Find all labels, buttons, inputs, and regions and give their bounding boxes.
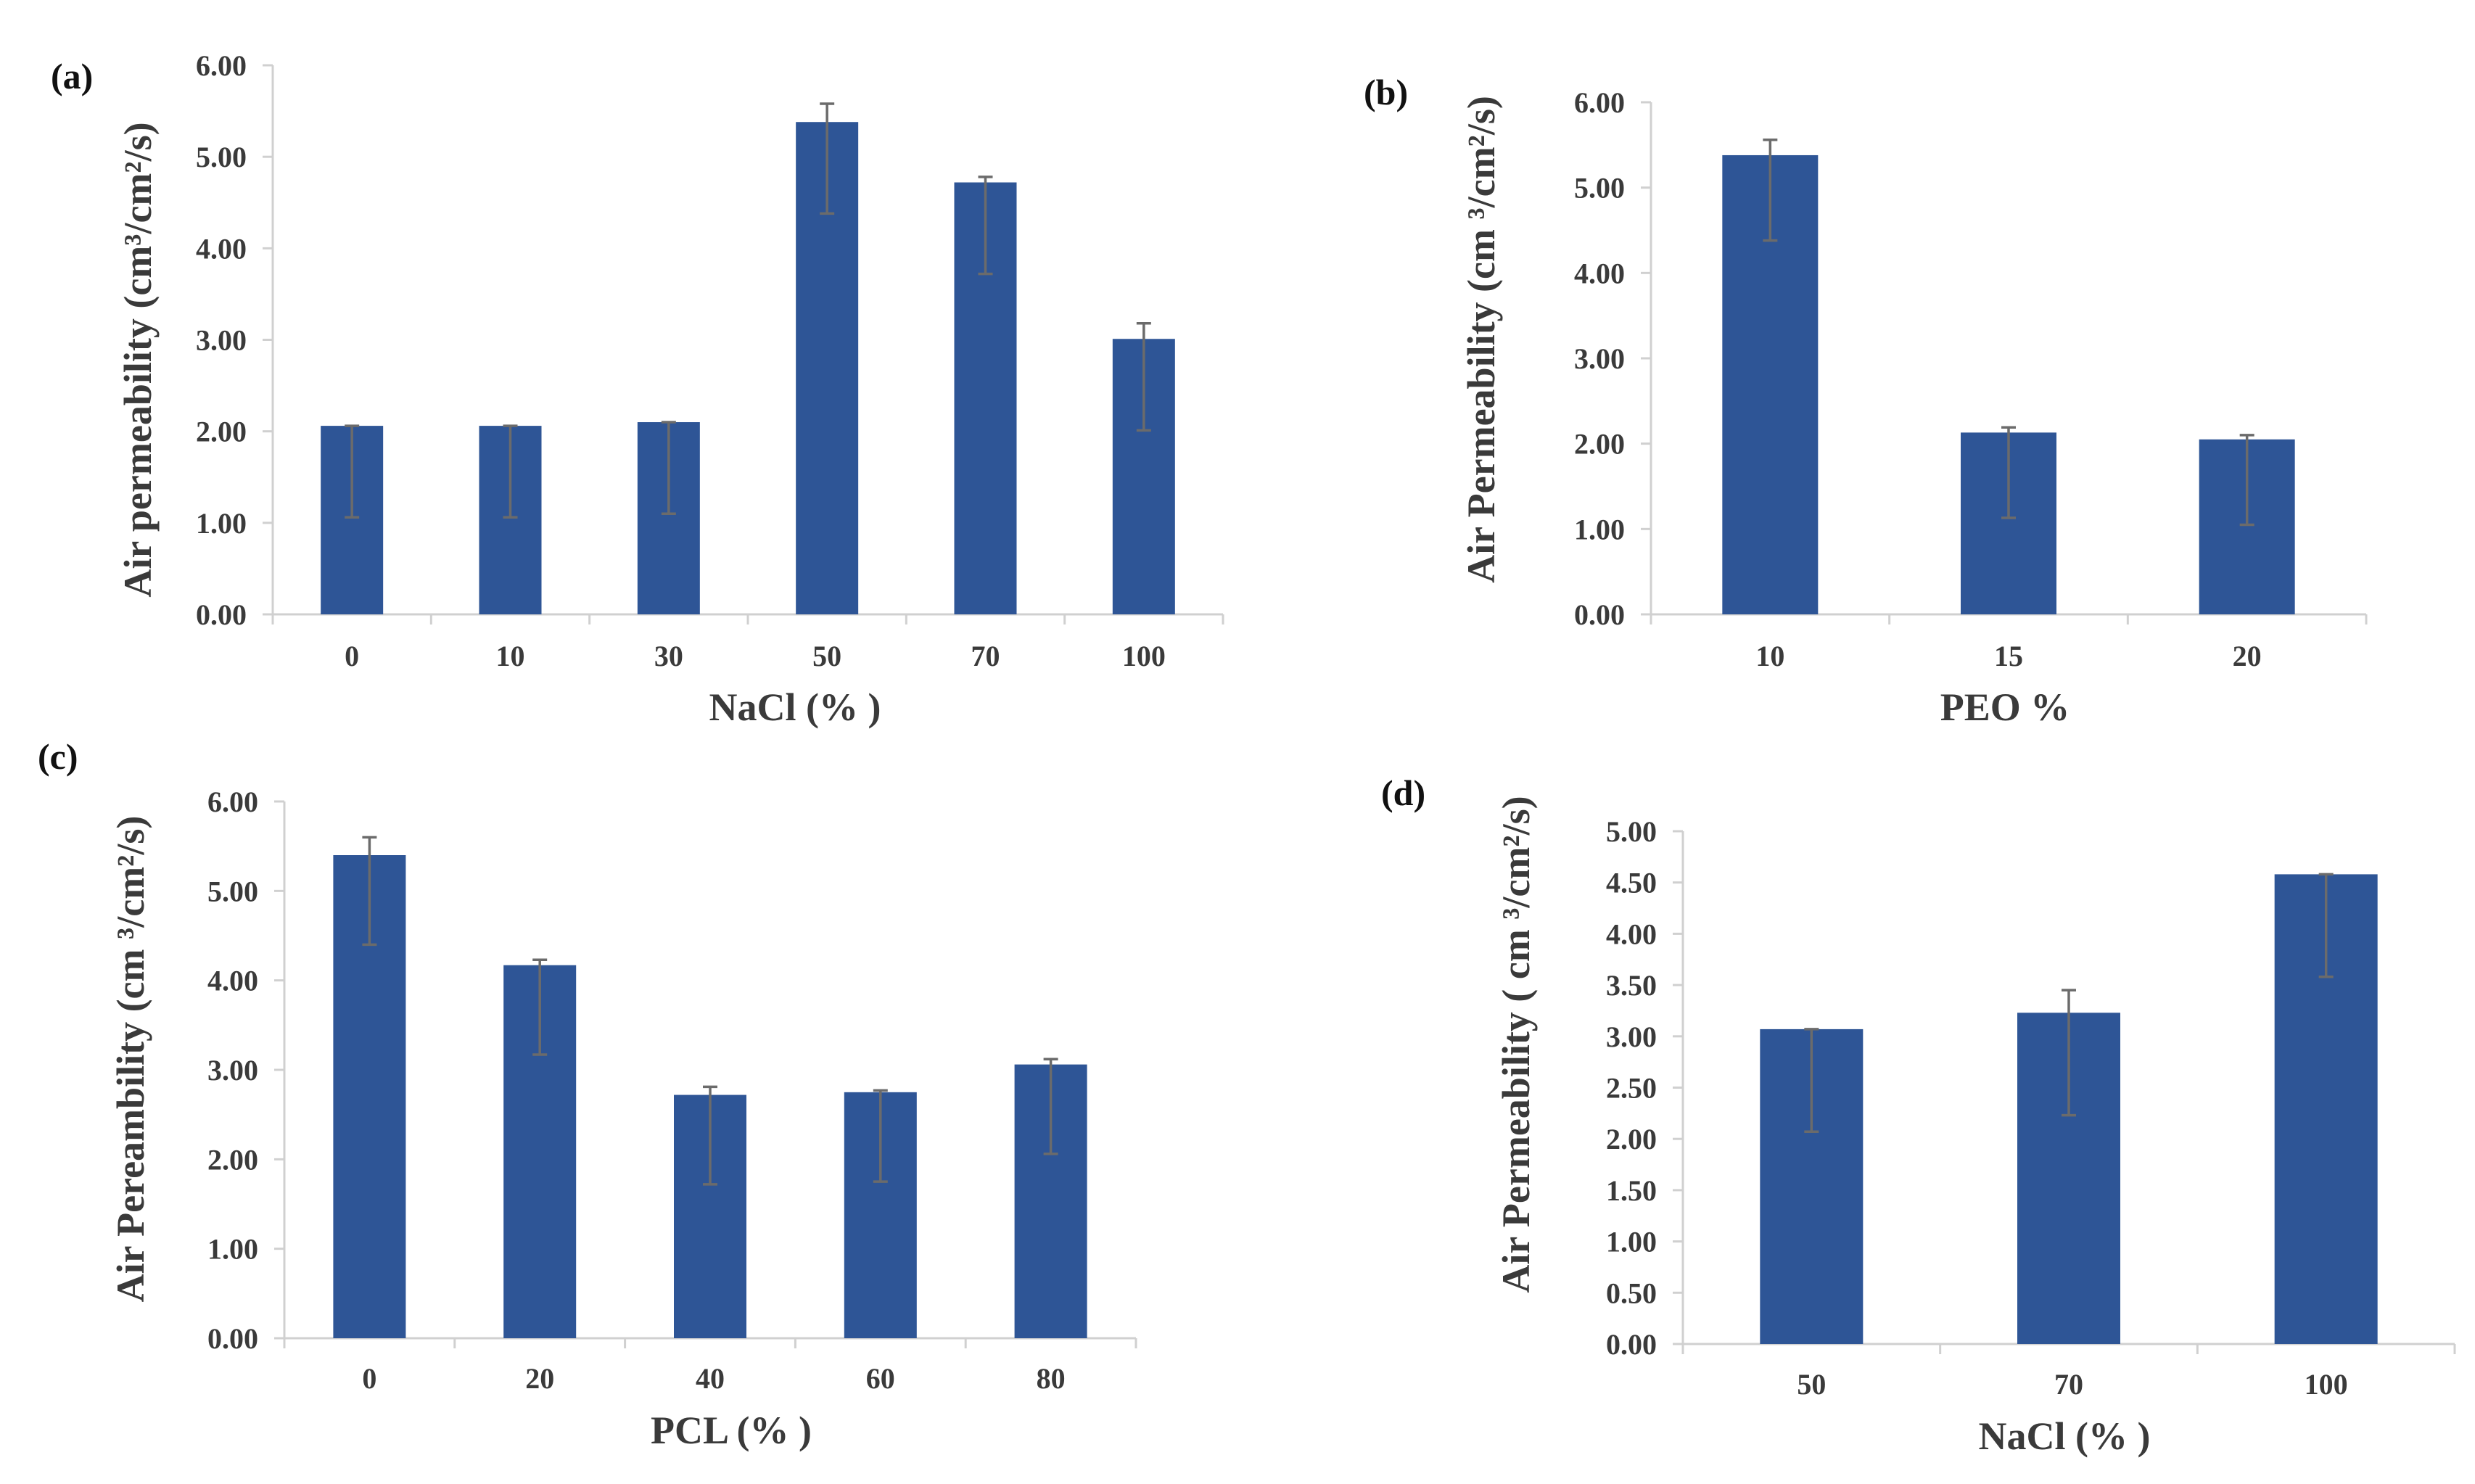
x-tick-label: 0 bbox=[362, 1362, 376, 1395]
y-tick-label: 5.00 bbox=[1574, 172, 1625, 205]
chart-panel-c: (c) Air Pereambility (cm ³/cm²/s) PCL (%… bbox=[38, 736, 1137, 1452]
y-tick-label: 3.00 bbox=[1574, 342, 1625, 375]
y-tick-label: 2.50 bbox=[1606, 1072, 1657, 1105]
y-tick-label: 1.00 bbox=[1606, 1226, 1657, 1258]
panel-label-b: (b) bbox=[1364, 72, 1408, 112]
x-tick-label: 80 bbox=[1037, 1362, 1066, 1395]
y-tick-label: 4.00 bbox=[196, 232, 247, 265]
x-tick-label: 20 bbox=[525, 1362, 554, 1395]
x-tick-label: 20 bbox=[2233, 640, 2262, 672]
x-axis-title-c: PCL (% ) bbox=[651, 1409, 812, 1452]
panel-label-a: (a) bbox=[51, 56, 93, 96]
y-tick-label: 0.00 bbox=[1606, 1328, 1657, 1361]
x-axis-title-a: NaCl (% ) bbox=[709, 685, 881, 729]
y-tick-label: 2.00 bbox=[207, 1143, 258, 1176]
chart-panel-a: (a) Air permeability (cm³/cm²/s) NaCl (%… bbox=[51, 49, 1224, 729]
panel-label-c: (c) bbox=[38, 736, 78, 777]
x-tick-label: 50 bbox=[1797, 1368, 1826, 1401]
x-tick-label: 100 bbox=[1122, 640, 1166, 672]
x-tick-label: 60 bbox=[866, 1362, 895, 1395]
x-tick-label: 50 bbox=[812, 640, 841, 672]
y-tick-label: 5.00 bbox=[207, 875, 258, 907]
y-tick-label: 6.00 bbox=[196, 49, 247, 82]
y-tick-label: 6.00 bbox=[207, 786, 258, 818]
y-tick-label: 3.50 bbox=[1606, 969, 1657, 1002]
y-tick-label: 4.50 bbox=[1606, 867, 1657, 899]
y-tick-label: 2.00 bbox=[1606, 1123, 1657, 1155]
y-tick-label: 2.00 bbox=[196, 416, 247, 448]
x-tick-label: 40 bbox=[696, 1362, 725, 1395]
y-axis-title-d: Air Permeability ( cm ³/cm²/s) bbox=[1494, 796, 1538, 1293]
y-tick-label: 5.00 bbox=[196, 141, 247, 173]
chart-panel-d: (d) Air Permeability ( cm ³/cm²/s) NaCl … bbox=[1381, 772, 2456, 1458]
y-tick-label: 6.00 bbox=[1574, 86, 1625, 119]
y-tick-label: 4.00 bbox=[1574, 257, 1625, 289]
x-axis-title-b: PEO % bbox=[1940, 685, 2070, 729]
y-tick-label: 0.50 bbox=[1606, 1277, 1657, 1309]
x-tick-label: 15 bbox=[1994, 640, 2023, 672]
y-tick-label: 1.00 bbox=[196, 507, 247, 540]
y-tick-label: 3.00 bbox=[207, 1054, 258, 1087]
y-axis-title-b: Air Permeability (cm ³/cm²/s) bbox=[1459, 96, 1503, 583]
y-axis-title-c: Air Pereambility (cm ³/cm²/s) bbox=[109, 816, 152, 1303]
y-tick-label: 3.00 bbox=[196, 324, 247, 357]
x-tick-label: 100 bbox=[2305, 1368, 2348, 1401]
panel-label-d: (d) bbox=[1381, 772, 1425, 813]
x-tick-label: 10 bbox=[496, 640, 525, 672]
y-tick-label: 4.00 bbox=[1606, 918, 1657, 950]
y-tick-label: 0.00 bbox=[196, 598, 247, 631]
y-tick-label: 1.00 bbox=[1574, 513, 1625, 545]
x-tick-label: 30 bbox=[654, 640, 683, 672]
y-tick-label: 1.50 bbox=[1606, 1174, 1657, 1207]
y-tick-label: 2.00 bbox=[1574, 428, 1625, 461]
y-tick-label: 0.00 bbox=[207, 1322, 258, 1355]
y-axis-title-a: Air permeability (cm³/cm²/s) bbox=[116, 122, 160, 597]
y-tick-label: 5.00 bbox=[1606, 815, 1657, 848]
x-tick-label: 70 bbox=[2054, 1368, 2083, 1401]
chart-panel-b: (b) Air Permeability (cm ³/cm²/s) PEO % … bbox=[1364, 72, 2368, 729]
y-tick-label: 3.00 bbox=[1606, 1021, 1657, 1053]
y-tick-label: 1.00 bbox=[207, 1233, 258, 1266]
x-tick-label: 0 bbox=[345, 640, 359, 672]
x-axis-title-d: NaCl (% ) bbox=[1979, 1414, 2151, 1458]
y-tick-label: 0.00 bbox=[1574, 598, 1625, 631]
x-tick-label: 10 bbox=[1755, 640, 1784, 672]
x-tick-label: 70 bbox=[971, 640, 1000, 672]
y-tick-label: 4.00 bbox=[207, 965, 258, 997]
